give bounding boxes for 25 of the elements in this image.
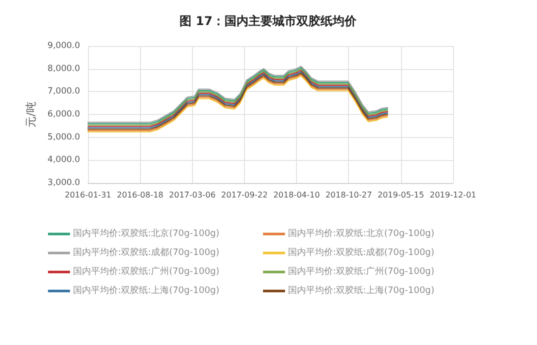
legend-label: 国内平均价:双胶纸:北京(70g-100g) [288,228,434,239]
legend-label: 国内平均价:双胶纸:广州(70g-100g) [288,266,434,277]
y-tick-label: 3,000.0 [48,178,80,188]
y-tick-label: 5,000.0 [48,132,80,142]
legend-label: 国内平均价:双胶纸:成都(70g-100g) [73,247,220,258]
legend-label: 国内平均价:双胶纸:成都(70g-100g) [288,247,434,258]
legend-label: 国内平均价:双胶纸:广州(70g-100g) [73,266,220,277]
y-tick-label: 6,000.0 [48,110,80,120]
chart-title: 图 17：国内主要城市双胶纸均价 [180,14,358,28]
y-tick-label: 8,000.0 [48,64,80,74]
x-tick-label: 2017-09-22 [221,190,268,200]
legend-label: 国内平均价:双胶纸:上海(70g-100g) [288,285,434,296]
legend-label: 国内平均价:双胶纸:上海(70g-100g) [73,285,220,296]
y-tick-label: 4,000.0 [48,155,80,166]
y-tick-label: 9,000.0 [48,41,80,51]
x-tick-label: 2019-12-01 [430,190,476,200]
x-tick-label: 2016-01-31 [64,190,112,200]
x-tick-label: 2017-03-06 [169,190,216,200]
y-tick-label: 7,000.0 [48,86,80,97]
x-tick-label: 2016-08-18 [116,190,164,200]
x-tick-label: 2019-05-15 [378,190,424,200]
legend-label: 国内平均价:双胶纸:北京(70g-100g) [73,228,220,239]
y-axis-title: 元/吨 [24,102,38,128]
x-tick-label: 2018-04-10 [273,190,320,200]
x-tick-label: 2018-10-27 [325,190,372,200]
